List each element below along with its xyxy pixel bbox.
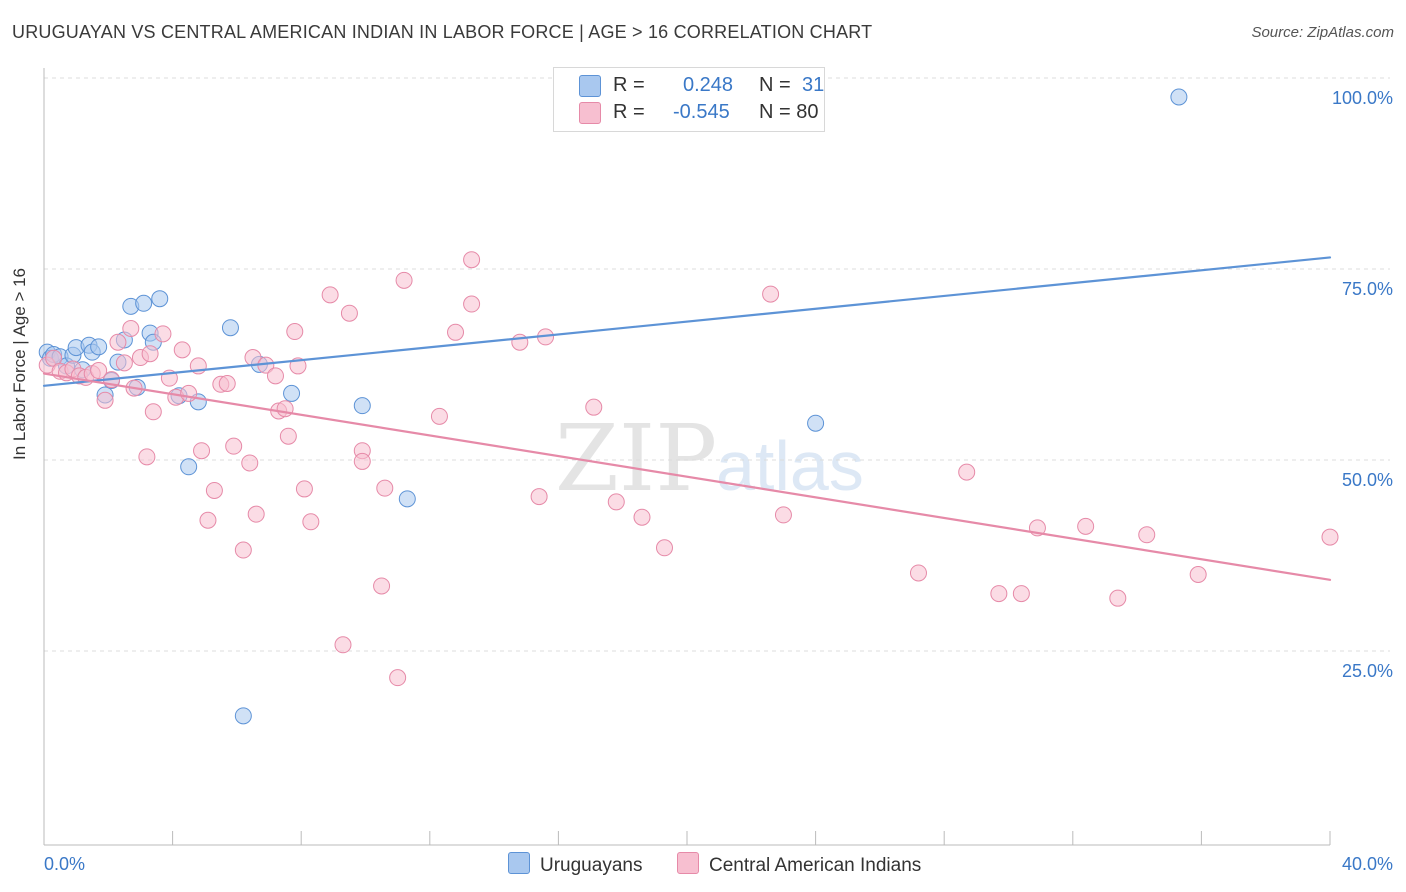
point-central-american-indian [430,407,448,425]
point-uruguayan [90,338,108,356]
y-tick-label: 50.0% [1342,470,1393,490]
point-central-american-indian [286,323,304,341]
point-central-american-indian [144,403,162,421]
x-tick-label: 40.0% [1342,854,1393,874]
point-central-american-indian [1321,528,1339,546]
point-central-american-indian [530,488,548,506]
point-central-american-indian [218,375,236,392]
tick-labels: 100.0% 75.0% 50.0% 25.0% 0.0% 40.0% [44,88,1393,874]
point-central-american-indian [295,480,313,498]
point-central-american-indian [774,506,792,524]
y-tick-label: 25.0% [1342,661,1393,681]
bottom-legend-swatch-blue [508,852,530,874]
bottom-legend-label: Uruguayans [540,855,643,876]
point-central-american-indian [909,564,927,582]
point-central-american-indian [321,286,339,304]
point-central-american-indian [447,323,465,341]
trend-line-uruguayans [42,256,1332,387]
point-central-american-indian [141,345,159,363]
point-central-american-indian [154,325,172,343]
point-uruguayan [283,384,301,402]
point-central-american-indian [115,354,133,372]
point-central-american-indian [463,295,481,313]
watermark-zip: ZIP [555,405,717,512]
point-central-american-indian [463,251,481,269]
point-central-american-indian [655,539,673,557]
point-uruguayan [151,290,169,308]
bottom-legend-central-american-indians: Central American Indians [677,852,921,877]
point-central-american-indian [395,271,413,289]
point-uruguayan [807,414,825,432]
point-central-american-indian [173,341,191,359]
point-central-american-indian [199,511,217,529]
chart-title: URUGUAYAN VS CENTRAL AMERICAN INDIAN IN … [12,22,873,42]
point-central-american-indian [138,448,156,466]
point-central-american-indian [340,304,358,322]
legend-n-key: N = [759,74,791,96]
legend-swatch-blue [579,75,601,97]
point-central-american-indian [1077,517,1095,535]
point-uruguayan [180,458,198,476]
point-central-american-indian [109,333,127,351]
point-central-american-indian [241,454,259,472]
point-central-american-indian [96,391,114,409]
point-uruguayan [234,707,252,725]
bottom-legend-uruguayans: Uruguayans [508,852,642,877]
y-tick-label: 75.0% [1342,279,1393,299]
legend-r-value: -0.545 [673,101,730,123]
point-central-american-indian [1189,566,1207,583]
point-central-american-indian [276,400,294,418]
point-central-american-indian [334,636,352,654]
point-uruguayan [221,319,239,337]
point-central-american-indian [1109,589,1127,607]
correlation-legend: R = 0.248 N = 31 R = -0.545 N = 80 [553,67,825,132]
point-central-american-indian [1138,526,1156,544]
point-central-american-indian [234,541,252,559]
point-central-american-indian [389,669,407,687]
point-central-american-indian [90,362,108,380]
legend-r-key: R = [613,74,645,96]
point-central-american-indian [990,585,1008,603]
point-central-american-indian [122,319,140,337]
point-uruguayan [353,397,371,415]
point-central-american-indian [762,285,780,303]
point-central-american-indian [247,505,265,523]
point-central-american-indian [266,367,284,385]
legend-n-key: N = 80 [759,101,819,123]
trend-line-central-american-indians [42,372,1332,581]
bottom-legend-swatch-pink [677,852,699,874]
axes [43,68,1331,846]
x-tick-label: 0.0% [44,854,85,874]
point-central-american-indian [180,384,198,402]
point-central-american-indian [193,442,211,460]
point-central-american-indian [373,577,391,595]
point-central-american-indian [1012,585,1030,603]
point-central-american-indian [279,427,297,445]
source-credit: Source: ZipAtlas.com [1251,24,1394,41]
point-central-american-indian [585,398,603,416]
point-central-american-indian [302,513,320,531]
trend-lines [42,256,1332,581]
bottom-legend-label: Central American Indians [709,855,922,876]
point-uruguayan [398,490,416,508]
watermark-atlas: atlas [716,427,864,505]
y-axis-label: In Labor Force | Age > 16 [10,267,29,460]
point-uruguayan [135,294,153,312]
point-central-american-indian [958,463,976,481]
point-central-american-indian [376,479,394,497]
point-central-american-indian [633,508,651,526]
point-central-american-indian [607,493,625,511]
legend-swatch-pink [579,102,601,124]
point-uruguayan [1170,88,1188,106]
legend-r-key: R = [613,101,645,123]
point-central-american-indian [353,452,371,470]
gridlines [44,77,1390,652]
point-central-american-indian [225,437,243,455]
legend-n-value: 31 [802,74,825,96]
legend-r-value: 0.248 [683,74,734,96]
point-central-american-indian [205,481,223,499]
y-tick-label: 100.0% [1332,88,1393,108]
